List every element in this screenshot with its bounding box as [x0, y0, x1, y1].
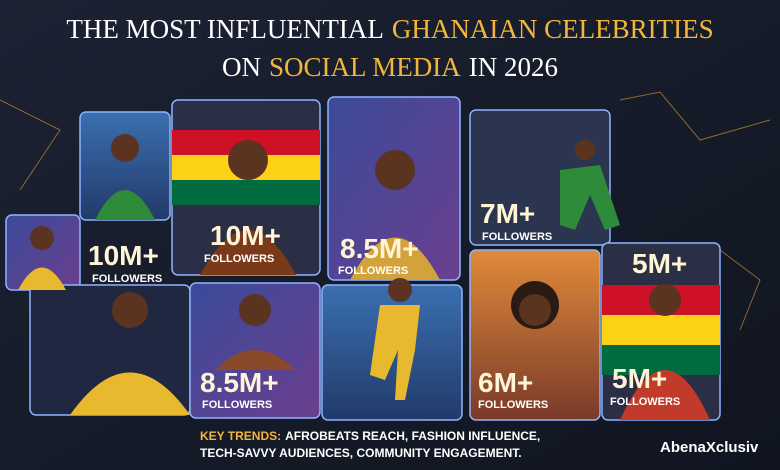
follower-count: 5M+	[632, 248, 687, 279]
figure-head	[519, 294, 551, 326]
flag-stripe	[602, 315, 720, 345]
title-part: ON	[222, 52, 261, 82]
figure-body	[18, 267, 66, 290]
follower-label: FOLLOWERS	[202, 399, 272, 411]
figure-head	[228, 140, 268, 180]
figure-head	[375, 150, 415, 190]
figure-body	[95, 190, 155, 220]
counts: 10M+ FOLLOWERS 10M+ FOLLOWERS 8.5M+ FOLL…	[88, 198, 687, 411]
follower-count: 8.5M+	[200, 367, 279, 398]
title-highlight: SOCIAL MEDIA	[269, 52, 461, 82]
follower-count: 6M+	[478, 367, 533, 398]
title-part: IN 2026	[469, 52, 558, 82]
follower-count: 8.5M+	[340, 233, 419, 264]
follower-count: 10M+	[210, 220, 281, 251]
figure-body	[350, 237, 440, 280]
follower-label: FOLLOWERS	[338, 265, 408, 277]
title-part: THE MOST INFLUENTIAL	[66, 14, 383, 44]
figure-head	[388, 278, 412, 302]
follower-count: 7M+	[480, 198, 535, 229]
flag-stripe	[602, 345, 720, 375]
figure-body	[620, 370, 710, 420]
figure-body	[200, 230, 296, 275]
title-line-2: ON SOCIAL MEDIA IN 2026	[222, 52, 558, 82]
figure-body	[560, 165, 620, 230]
figure-head	[30, 226, 54, 250]
network-lines	[0, 91, 771, 331]
follower-label: FOLLOWERS	[610, 396, 680, 408]
figure-head	[112, 292, 148, 328]
figure-head	[111, 134, 139, 162]
key-trends-line-1: KEY TRENDS: AFROBEATS REACH, FASHION INFL…	[200, 429, 540, 443]
figure-body	[70, 372, 190, 415]
figure-head	[575, 140, 595, 160]
key-trends-label: KEY TRENDS:	[200, 429, 281, 443]
figure-body	[215, 350, 295, 370]
follower-count: 10M+	[88, 240, 159, 271]
key-trends-text: AFROBEATS REACH, FASHION INFLUENCE,	[285, 429, 540, 443]
follower-label: FOLLOWERS	[204, 253, 274, 265]
follower-count: 5M+	[612, 363, 667, 394]
flag-stripe	[172, 180, 320, 205]
figures	[18, 134, 710, 420]
follower-label: FOLLOWERS	[482, 231, 552, 243]
title-highlight: GHANAIAN CELEBRITIES	[392, 14, 714, 44]
key-trends-line-2: TECH-SAVVY AUDIENCES, COMMUNITY ENGAGEME…	[200, 446, 522, 460]
figure-head	[239, 294, 271, 326]
panel	[469, 249, 601, 421]
follower-label: FOLLOWERS	[92, 273, 162, 285]
title-line-1: THE MOST INFLUENTIAL GHANAIAN CELEBRITIES	[66, 14, 713, 44]
figure-head	[649, 284, 681, 316]
follower-label: FOLLOWERS	[478, 399, 548, 411]
figure-body	[370, 305, 420, 400]
brand: AbenaXclusiv	[660, 439, 759, 456]
